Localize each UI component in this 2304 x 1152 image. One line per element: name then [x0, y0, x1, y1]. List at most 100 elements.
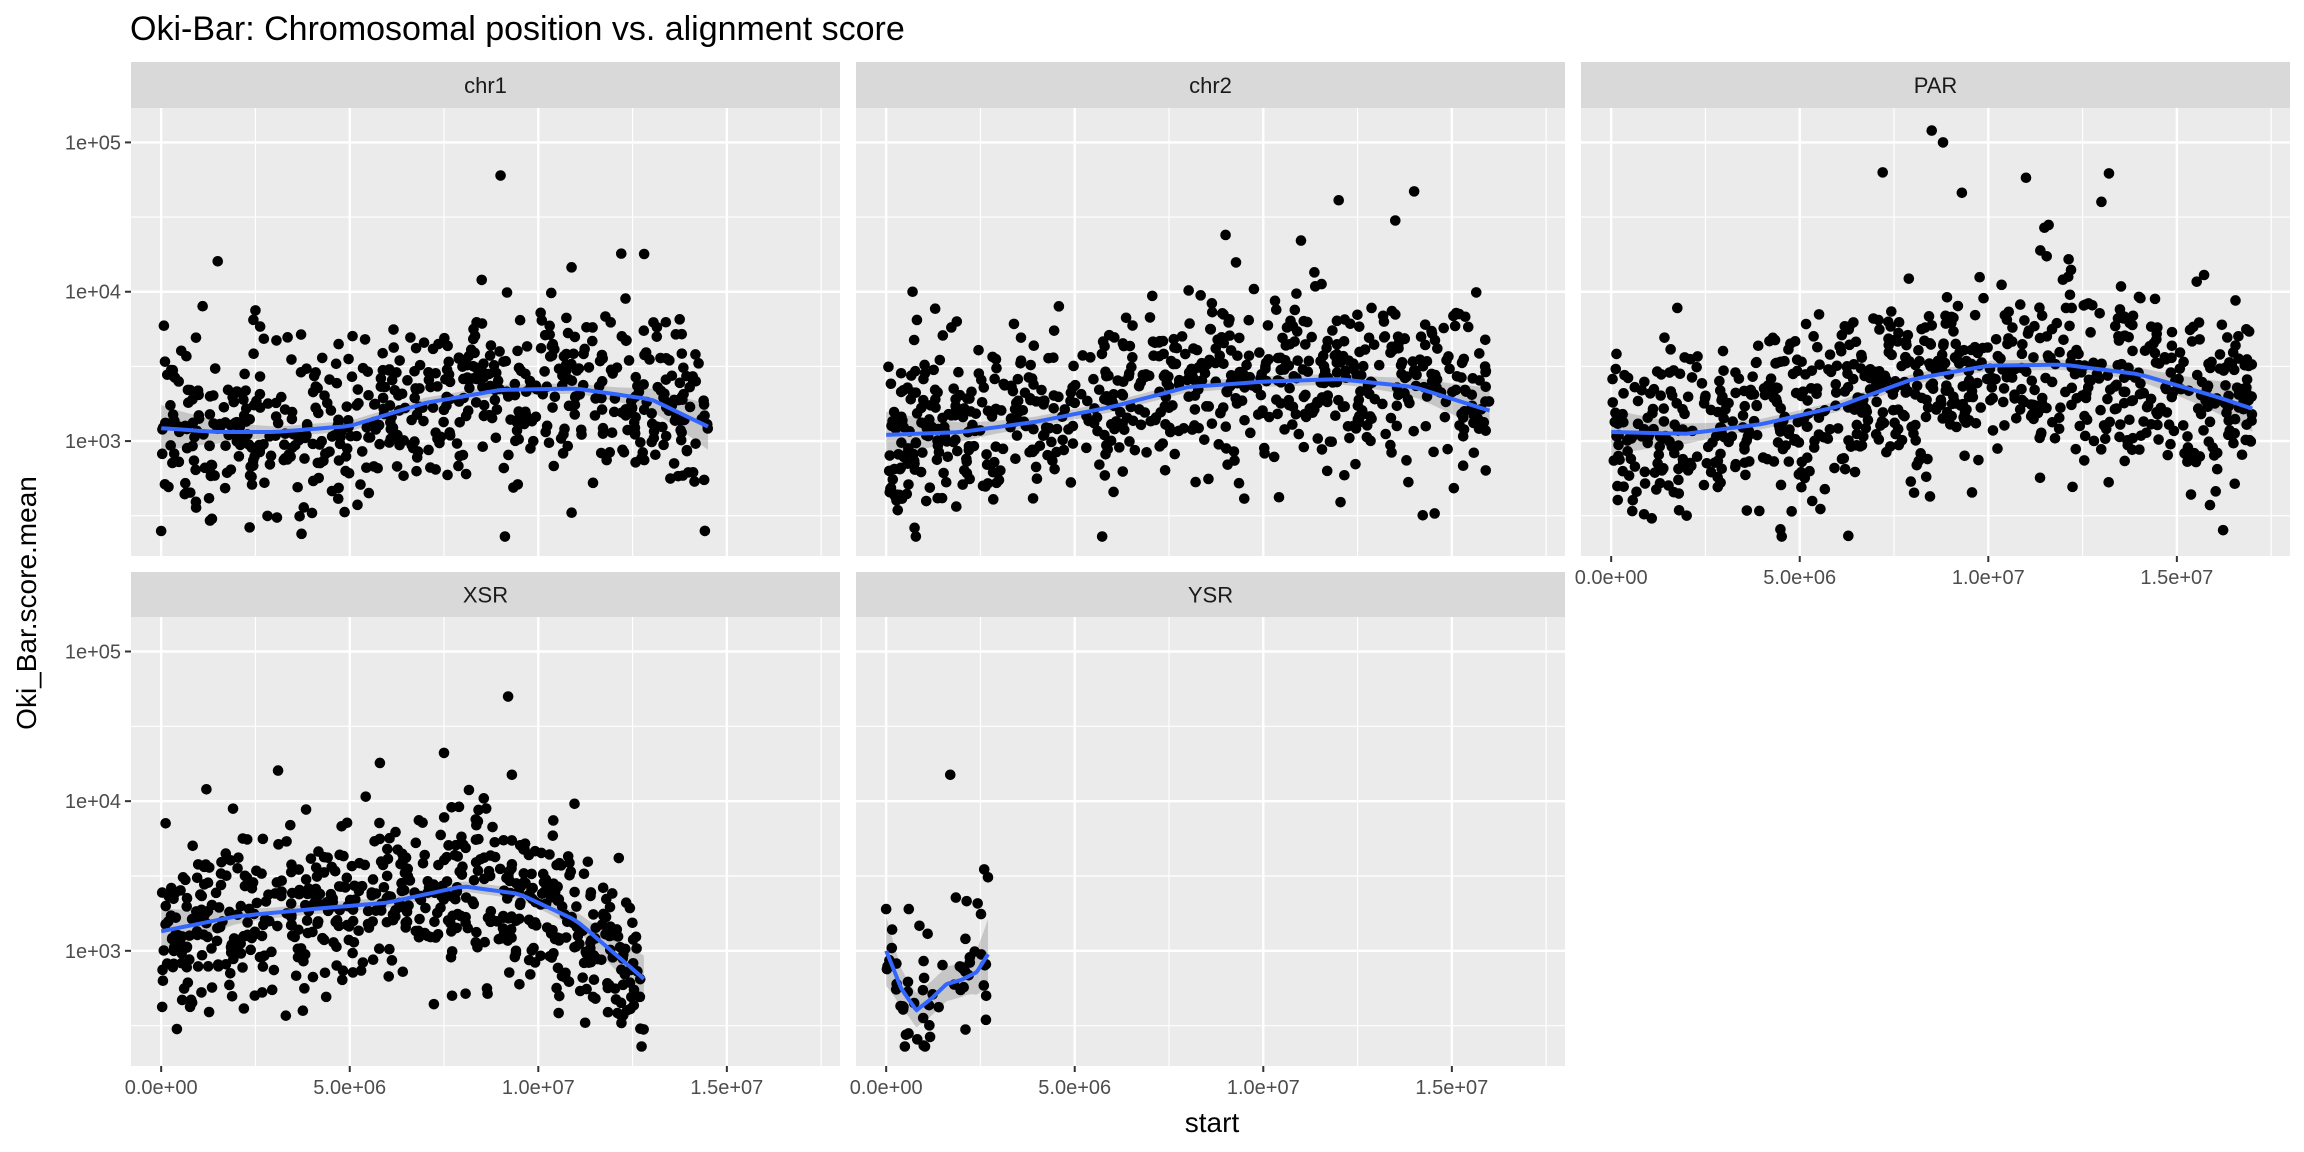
- data-point: [1754, 505, 1765, 517]
- data-point: [1272, 408, 1283, 420]
- data-point: [1377, 310, 1389, 322]
- data-point: [468, 874, 480, 886]
- data-point: [1480, 396, 1491, 407]
- data-point: [2198, 425, 2209, 436]
- data-point: [1809, 435, 1820, 447]
- data-point: [1448, 482, 1460, 494]
- data-point: [2133, 291, 2145, 303]
- data-point: [310, 402, 321, 414]
- data-point: [1712, 455, 1724, 467]
- data-point: [1614, 454, 1625, 466]
- data-point: [1930, 359, 1942, 370]
- data-point: [2006, 336, 2018, 347]
- data-point: [585, 890, 596, 902]
- data-point: [176, 957, 187, 969]
- panels: chr1 1e+03 1e+04 1e+05 chr2 PAR 0.0e+00 5.0e+06…: [65, 62, 2290, 1099]
- data-point: [355, 479, 366, 490]
- data-point: [2230, 295, 2241, 306]
- data-point: [2145, 321, 2157, 333]
- data-point: [593, 380, 605, 392]
- data-point: [360, 791, 372, 802]
- data-point: [1457, 460, 1469, 472]
- data-point: [1658, 416, 1670, 427]
- data-point: [2064, 289, 2076, 301]
- data-point: [634, 991, 646, 1003]
- data-point: [993, 474, 1005, 486]
- data-point: [960, 966, 971, 977]
- data-point: [1275, 398, 1287, 409]
- data-point: [404, 875, 416, 886]
- data-point: [1428, 446, 1439, 458]
- data-point: [1309, 404, 1320, 415]
- data-point: [1389, 215, 1401, 226]
- data-point: [341, 443, 353, 454]
- data-point: [502, 691, 514, 702]
- data-point: [1771, 382, 1782, 393]
- data-point: [1309, 267, 1320, 278]
- data-point: [442, 340, 453, 352]
- data-point: [1099, 470, 1111, 481]
- data-point: [908, 448, 919, 460]
- data-point: [1990, 333, 2002, 345]
- data-point: [389, 432, 401, 444]
- data-point: [483, 368, 495, 380]
- data-point: [203, 1006, 215, 1018]
- data-point: [644, 354, 655, 365]
- data-point: [209, 363, 221, 374]
- data-point: [1955, 399, 1966, 411]
- data-point: [251, 395, 262, 407]
- data-point: [1831, 360, 1843, 372]
- data-point: [220, 848, 232, 859]
- data-point: [1173, 425, 1185, 437]
- data-point: [987, 494, 999, 505]
- data-point: [1900, 351, 1911, 363]
- data-point: [1669, 419, 1681, 431]
- data-point: [1245, 427, 1256, 439]
- data-point: [1453, 308, 1465, 320]
- data-point: [1289, 304, 1301, 316]
- data-point: [535, 307, 546, 319]
- data-point: [196, 949, 208, 961]
- data-point: [660, 316, 672, 328]
- data-point: [1220, 421, 1232, 432]
- data-point: [184, 384, 196, 396]
- data-point: [547, 830, 559, 841]
- data-point: [418, 415, 429, 427]
- data-point: [410, 837, 422, 849]
- data-point: [1102, 443, 1114, 455]
- data-point: [699, 525, 711, 537]
- data-point: [1114, 442, 1125, 453]
- data-point: [1896, 434, 1908, 446]
- data-point: [257, 961, 269, 972]
- data-point: [1900, 387, 1912, 398]
- data-point: [523, 954, 535, 966]
- data-point: [361, 462, 372, 474]
- data-point: [1796, 481, 1807, 493]
- data-point: [1893, 327, 1904, 339]
- data-point: [1015, 332, 1027, 343]
- data-point: [980, 1014, 992, 1026]
- data-point: [926, 421, 938, 433]
- data-point: [2211, 463, 2223, 475]
- data-point: [445, 951, 457, 963]
- data-point: [1692, 351, 1703, 362]
- data-point: [2081, 414, 2093, 426]
- data-point: [1339, 469, 1350, 481]
- data-point: [388, 342, 400, 353]
- data-point: [1229, 455, 1240, 466]
- data-point: [2034, 472, 2046, 484]
- data-point: [1794, 389, 1806, 400]
- data-point: [438, 894, 450, 905]
- data-point: [469, 330, 481, 342]
- data-point: [2112, 313, 2124, 324]
- data-point: [2014, 299, 2026, 310]
- data-point: [2206, 356, 2217, 368]
- data-point: [606, 888, 618, 899]
- data-point: [1937, 137, 1949, 148]
- data-point: [544, 849, 555, 860]
- data-point: [207, 390, 219, 401]
- data-point: [1468, 447, 1480, 459]
- data-point: [2198, 269, 2210, 281]
- x-tick-label: 1.5e+07: [1415, 1077, 1488, 1099]
- data-point: [317, 932, 328, 944]
